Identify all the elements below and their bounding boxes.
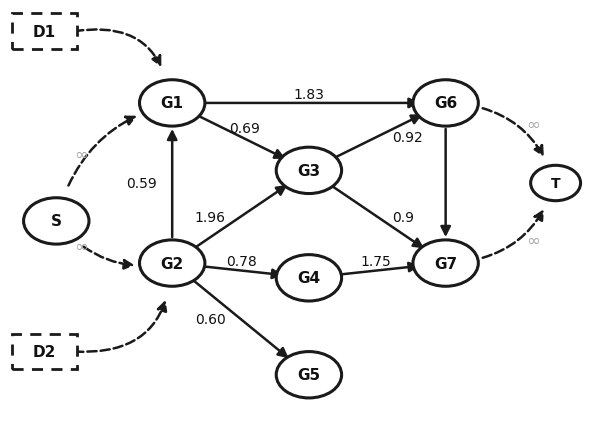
Circle shape <box>413 81 478 127</box>
Text: ∞: ∞ <box>74 238 88 256</box>
Text: ∞: ∞ <box>526 231 540 249</box>
Text: G4: G4 <box>298 271 320 286</box>
Text: 0.9: 0.9 <box>392 210 414 224</box>
Circle shape <box>139 81 205 127</box>
Text: 0.78: 0.78 <box>226 255 257 269</box>
Text: ∞: ∞ <box>526 116 540 134</box>
Text: T: T <box>551 177 560 190</box>
Text: 0.59: 0.59 <box>127 177 157 190</box>
Circle shape <box>23 198 89 245</box>
Text: 1.96: 1.96 <box>194 210 226 224</box>
Text: D2: D2 <box>33 344 56 359</box>
Text: 0.92: 0.92 <box>392 130 423 144</box>
Text: G1: G1 <box>161 96 184 111</box>
Circle shape <box>139 240 205 287</box>
Circle shape <box>276 148 341 194</box>
Text: 0.60: 0.60 <box>195 312 226 326</box>
Text: G3: G3 <box>298 164 320 178</box>
Text: D1: D1 <box>33 25 56 40</box>
Text: ∞: ∞ <box>74 145 88 163</box>
Text: S: S <box>51 214 62 229</box>
Circle shape <box>276 352 341 398</box>
Text: G2: G2 <box>161 256 184 271</box>
Text: 1.75: 1.75 <box>361 255 392 269</box>
Circle shape <box>413 240 478 287</box>
FancyBboxPatch shape <box>11 334 77 370</box>
Text: 0.69: 0.69 <box>229 122 260 136</box>
Text: 1.83: 1.83 <box>293 87 325 101</box>
Circle shape <box>530 166 581 201</box>
Circle shape <box>276 255 341 301</box>
Text: G7: G7 <box>434 256 457 271</box>
Text: G5: G5 <box>298 367 320 383</box>
Text: G6: G6 <box>434 96 457 111</box>
FancyBboxPatch shape <box>11 14 77 50</box>
